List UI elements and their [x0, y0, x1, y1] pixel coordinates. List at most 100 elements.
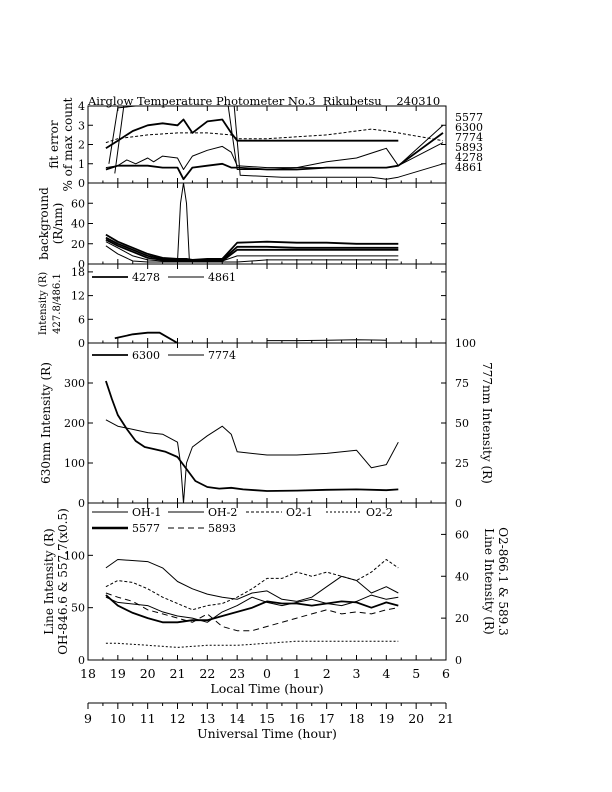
series-label: 5893 [455, 141, 483, 154]
local-time-tick-label: 21 [170, 666, 186, 681]
series-label: 5577 [455, 111, 483, 124]
legend-label: 5893 [208, 522, 236, 535]
local-time-tick-label: 4 [382, 666, 390, 681]
y-right-axis-label: O2-866.1 & 589.3 [496, 527, 510, 636]
series-line-4278 [108, 106, 444, 170]
y-tick-label: 0 [78, 497, 85, 510]
y-right-tick-label: 0 [455, 654, 462, 667]
y-right-tick-label: 100 [455, 337, 476, 350]
legend-label: OH-2 [208, 506, 237, 519]
panel-630-777: 0 100 200 300 0 25 50 75 100 630nm Intensity (R) 7… [39, 337, 494, 510]
local-time-tick-label: 5 [412, 666, 420, 681]
y-tick-label: 100 [64, 457, 85, 470]
universal-time-tick-label: 18 [349, 711, 365, 726]
y-right-tick-label: 0 [455, 497, 462, 510]
universal-time-tick-label: 21 [438, 711, 454, 726]
y-axis-label: 427.8/486.1 [52, 273, 63, 334]
legend-label: 5577 [132, 522, 160, 535]
y-right-tick-label: 40 [455, 570, 469, 583]
universal-time-tick-label: 10 [110, 711, 126, 726]
legend-label: 7774 [208, 349, 236, 362]
series-line-5893 [105, 132, 444, 181]
y-axis-label: % of max count [61, 97, 75, 191]
local-time-axis-label: Local Time (hour) [210, 681, 323, 696]
local-time-tick-label: 20 [140, 666, 156, 681]
y-tick-label: 50 [71, 602, 85, 615]
y-tick-label: 3 [78, 119, 85, 132]
legend-label: 6300 [132, 349, 160, 362]
local-time-tick-label: 23 [229, 666, 245, 681]
y-right-tick-label: 20 [455, 612, 469, 625]
legend-label: 4861 [208, 271, 236, 284]
panel-4278-4861: 0 6 12 18 Intensity (R) 427.8/486.1 4278 4861 [38, 263, 447, 350]
series-label: 6300 [455, 121, 483, 134]
y-axis-label: background [37, 187, 51, 260]
series-line-7774 [105, 419, 399, 503]
legend-label: O2-1 [286, 506, 313, 519]
series-line-4278 [114, 331, 178, 343]
series-label: 7774 [455, 131, 483, 144]
y-right-tick-label: 60 [455, 528, 469, 541]
y-tick-label: 4 [78, 100, 85, 113]
legend-label: OH-1 [132, 506, 161, 519]
y-axis-label: Intensity (R) [38, 272, 49, 335]
series-line-6300 [105, 128, 444, 144]
y-axis-label: OH-846.6 & 557.7(x0.5) [56, 508, 70, 655]
series-line-o2-2 [105, 640, 399, 648]
universal-time-tick-label: 11 [140, 711, 156, 726]
series-line-6300 [105, 380, 399, 492]
series-group [105, 380, 399, 503]
series-line-5577 [105, 594, 399, 624]
local-time-tick-label: 19 [110, 666, 126, 681]
y-axis-label: 630nm Intensity (R) [39, 362, 53, 484]
series-line-5893 [105, 592, 399, 632]
series-line-o2-1 [105, 559, 399, 611]
universal-time-axis-label: Universal Time (hour) [197, 726, 337, 741]
series-group [114, 331, 387, 343]
series-group [105, 106, 444, 181]
series-line-bg-1 [105, 233, 399, 261]
universal-time-tick-label: 12 [170, 711, 186, 726]
local-time-tick-label: 18 [80, 666, 96, 681]
local-time-tick-label: 1 [293, 666, 301, 681]
y-tick-label: 200 [64, 417, 85, 430]
local-time-tick-label: 6 [442, 666, 450, 681]
local-time-tick-label: 0 [263, 666, 271, 681]
y-tick-label: 100 [64, 549, 85, 562]
y-right-tick-label: 25 [455, 457, 469, 470]
panel-fit-error: 0 1 2 3 4 fit error% of max count 557763007774… [47, 97, 483, 191]
series-line-oh-1 [105, 559, 399, 602]
y-right-tick-label: 75 [455, 377, 469, 390]
y-tick-label: 1 [78, 158, 85, 171]
panel-background: 0 20 40 60 background (R/nm) [37, 182, 447, 271]
series-line-bg-5 [105, 245, 399, 263]
universal-time-tick-label: 16 [289, 711, 305, 726]
figure-title: Airglow Temperature Photometer No.3 Riku… [87, 94, 440, 108]
panel-frame [87, 342, 447, 504]
y-tick-label: 40 [71, 218, 85, 231]
local-time-tick-label: 22 [199, 666, 215, 681]
local-time-tick-label: 2 [323, 666, 331, 681]
series-group [105, 183, 399, 263]
universal-time-tick-label: 13 [199, 711, 215, 726]
y-axis-label: (R/nm) [51, 203, 65, 245]
y-tick-label: 0 [78, 177, 85, 190]
y-tick-label: 18 [71, 266, 85, 279]
y-right-axis-label: Line Intensity (R) [482, 528, 496, 634]
y-tick-label: 12 [71, 290, 85, 303]
universal-time-tick-label: 20 [408, 711, 424, 726]
y-tick-label: 0 [78, 258, 85, 271]
y-axis-label: fit error [47, 120, 61, 168]
universal-time-tick-label: 14 [229, 711, 245, 726]
legend-label: 4278 [132, 271, 160, 284]
universal-time-tick-label: 9 [84, 711, 92, 726]
local-time-tick-label: 3 [353, 666, 361, 681]
series-line-5577 [105, 118, 399, 150]
universal-time-tick-label: 15 [259, 711, 275, 726]
series-line-7774 [105, 124, 444, 170]
y-tick-label: 60 [71, 197, 85, 210]
panel-frame [87, 105, 447, 184]
